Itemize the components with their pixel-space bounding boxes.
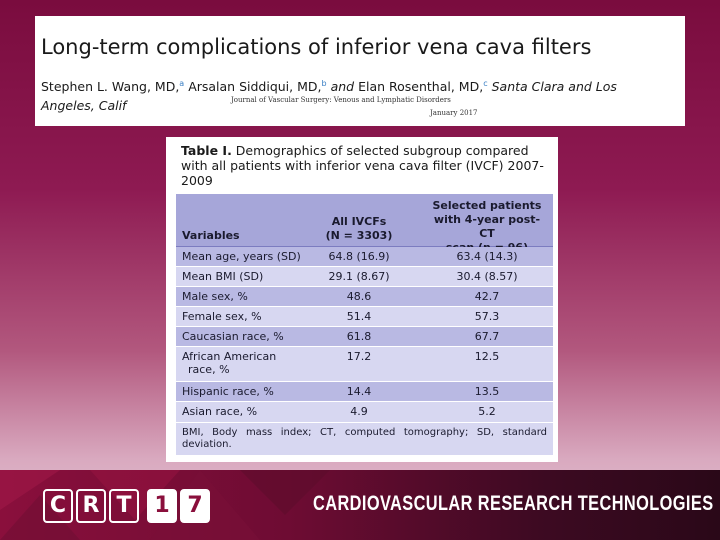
row-all-value: 14.4 xyxy=(346,385,372,398)
row-selected-value: 5.2 xyxy=(478,405,496,418)
row-variable: Mean age, years (SD) xyxy=(182,250,301,263)
row-variable: Caucasian race, % xyxy=(182,330,284,343)
crt17-logo: C R T 1 7 xyxy=(43,489,210,523)
logo-digit-1: 1 xyxy=(147,489,177,523)
row-variable: Male sex, % xyxy=(182,290,248,303)
table-header-row: Variables All IVCFs (N = 3303) Selected … xyxy=(176,194,553,254)
logo-digit-7: 7 xyxy=(180,489,210,523)
journal-name: Journal of Vascular Surgery: Venous and … xyxy=(231,96,451,104)
row-all-value: 48.6 xyxy=(346,290,372,303)
demographics-table: Variables All IVCFs (N = 3303) Selected … xyxy=(176,194,553,455)
table-row: African American race, % 17.2 12.5 xyxy=(176,347,553,382)
author-2: Arsalan Siddiqui, MD, xyxy=(188,79,322,95)
row-selected-value: 13.5 xyxy=(474,385,500,398)
author-1-affiliation: a xyxy=(179,79,185,88)
row-all-value: 51.4 xyxy=(346,310,372,323)
row-variable-line2: race, % xyxy=(188,363,230,376)
header-selected-line2: with 4-year post-CT xyxy=(433,213,541,240)
header-all-ivcfs-line2: (N = 3303) xyxy=(325,229,393,242)
row-variable: African American race, % xyxy=(182,350,276,376)
table-row: Caucasian race, % 61.8 67.7 xyxy=(176,327,553,347)
row-variable: Female sex, % xyxy=(182,310,262,323)
demographics-table-panel: Table I. Demographics of selected subgro… xyxy=(166,137,558,462)
table-row: Female sex, % 51.4 57.3 xyxy=(176,307,553,327)
header-variables: Variables xyxy=(182,229,240,242)
row-variable: Hispanic race, % xyxy=(182,385,274,398)
author-3: Elan Rosenthal, MD, xyxy=(358,79,484,95)
author-2-affiliation: b xyxy=(321,79,327,88)
row-selected-value: 57.3 xyxy=(474,310,500,323)
table-footnote: BMI, Body mass index; CT, computed tomog… xyxy=(176,423,553,455)
row-variable: Mean BMI (SD) xyxy=(182,270,264,283)
journal-date: January 2017 xyxy=(430,109,478,117)
article-header: Long-term complications of inferior vena… xyxy=(35,16,685,126)
author-location: Santa Clara and Los Angeles, Calif xyxy=(41,79,617,114)
row-selected-value: 12.5 xyxy=(474,350,500,363)
row-variable: Asian race, % xyxy=(182,405,258,418)
row-all-value: 29.1 (8.67) xyxy=(328,270,390,283)
table-row: Asian race, % 4.9 5.2 xyxy=(176,402,553,423)
row-all-value: 64.8 (16.9) xyxy=(328,250,390,263)
table-row: Male sex, % 48.6 42.7 xyxy=(176,287,553,307)
row-variable-line1: African American xyxy=(182,350,277,363)
header-all-ivcfs: All IVCFs (N = 3303) xyxy=(314,215,404,243)
table-caption: Table I. Demographics of selected subgro… xyxy=(181,143,551,188)
branding-footer xyxy=(0,470,720,540)
table-caption-label: Table I. xyxy=(181,143,232,158)
row-selected-value: 42.7 xyxy=(474,290,500,303)
logo-letter-r: R xyxy=(76,489,106,523)
author-1: Stephen L. Wang, MD, xyxy=(41,79,180,95)
article-title: Long-term complications of inferior vena… xyxy=(41,35,592,59)
row-selected-value: 67.7 xyxy=(474,330,500,343)
row-all-value: 4.9 xyxy=(350,405,368,418)
row-all-value: 17.2 xyxy=(346,350,372,363)
table-row: Mean age, years (SD) 64.8 (16.9) 63.4 (1… xyxy=(176,247,553,267)
logo-letter-c: C xyxy=(43,489,73,523)
row-selected-value: 63.4 (14.3) xyxy=(456,250,518,263)
row-selected-value: 30.4 (8.57) xyxy=(456,270,518,283)
table-caption-text: Demographics of selected subgroup compar… xyxy=(181,143,544,188)
logo-letter-t: T xyxy=(109,489,139,523)
header-all-ivcfs-line1: All IVCFs xyxy=(331,215,387,228)
branding-tagline: CARDIOVASCULAR RESEARCH TECHNOLOGIES xyxy=(313,492,714,515)
header-selected-line1: Selected patients xyxy=(432,199,542,212)
row-all-value: 61.8 xyxy=(346,330,372,343)
author-3-affiliation: c xyxy=(483,79,488,88)
table-row: Mean BMI (SD) 29.1 (8.67) 30.4 (8.57) xyxy=(176,267,553,287)
table-row: Hispanic race, % 14.4 13.5 xyxy=(176,382,553,402)
author-line: Stephen L. Wang, MD,a Arsalan Siddiqui, … xyxy=(41,74,671,115)
and-word: and xyxy=(330,79,355,95)
